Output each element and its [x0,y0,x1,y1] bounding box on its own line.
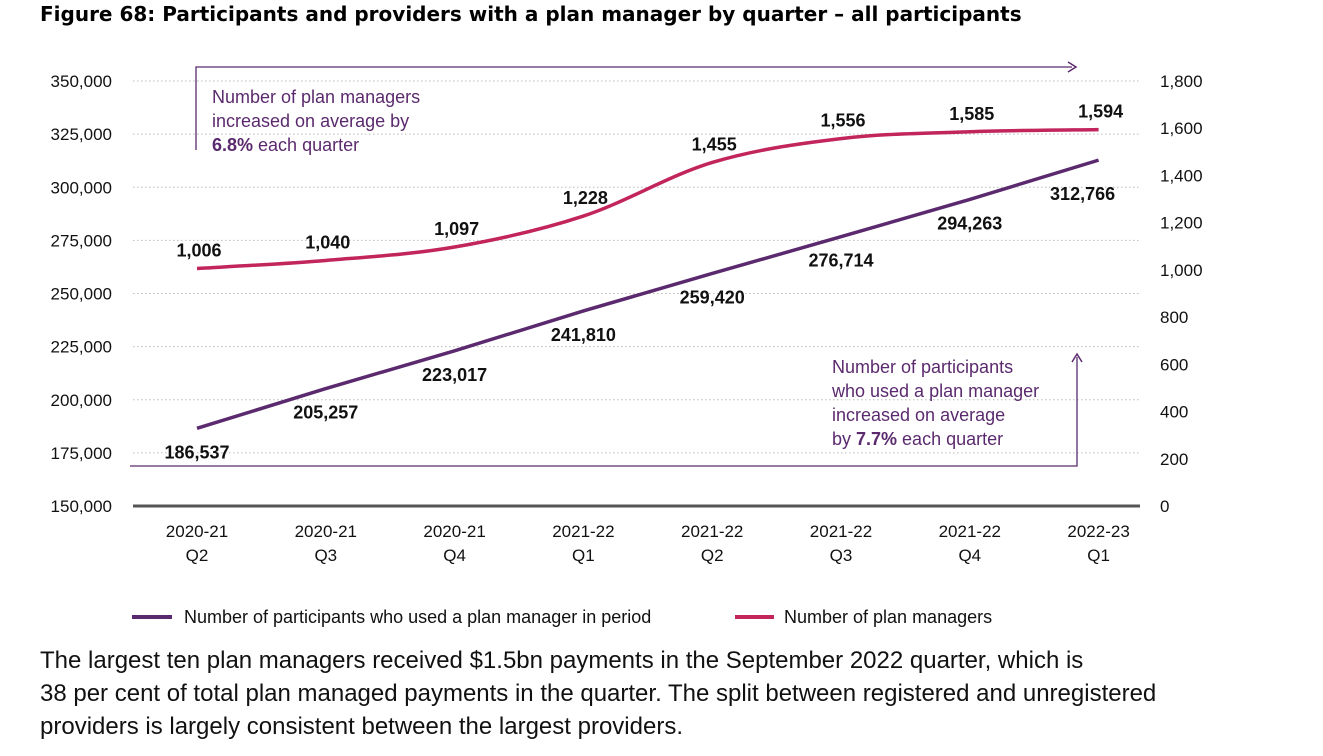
left-y-axis: 350,000 325,000 300,000 275,000 250,000 225,0… [51,72,112,516]
left-tick-label: 225,000 [51,338,112,357]
right-tick-label: 800 [1160,308,1188,327]
data-label-plan-managers: 1,455 [692,134,737,154]
series-line-plan-managers [196,127,1099,271]
legend: Number of participants who used a plan m… [132,607,992,627]
legend-label-participants: Number of participants who used a plan m… [184,607,651,627]
x-axis: 2020-21 Q2 2020-21 Q3 2020-21 Q4 2021-22 Q1 2021… [133,504,1140,565]
right-tick-label: 1,600 [1160,119,1203,138]
data-label-plan-managers: 1,594 [1078,102,1123,122]
data-label-participants: 205,257 [293,403,358,423]
x-tick-label: 2020-21 Q3 [295,522,357,565]
right-tick-label: 200 [1160,450,1188,469]
arrow-up-icon [1071,352,1083,363]
arrow-right-icon [1067,61,1078,73]
legend-label-plan-managers: Number of plan managers [784,607,992,627]
left-tick-label: 325,000 [51,125,112,144]
data-label-plan-managers: 1,097 [434,219,479,239]
right-tick-label: 600 [1160,355,1188,374]
left-tick-label: 275,000 [51,231,112,250]
data-label-plan-managers: 1,585 [949,104,994,124]
left-tick-label: 300,000 [51,178,112,197]
data-label-participants: 259,420 [680,287,745,307]
figure-title: Figure 68: Participants and providers wi… [40,2,1022,26]
data-label-participants: 276,714 [808,251,873,271]
annotation-bracket [130,357,1078,467]
left-tick-label: 350,000 [51,72,112,91]
line-chart: 350,000 325,000 300,000 275,000 250,000 225,0… [51,61,1203,627]
right-tick-label: 1,400 [1160,166,1203,185]
right-y-axis: 1,800 1,600 1,400 1,200 1,000 800 600 400 200 0 [1160,72,1203,516]
series [196,127,1100,431]
data-labels: 186,537 205,257 223,017 241,810 259,420 276,7… [164,102,1123,463]
annotations: Number of plan managers increased on aver… [130,61,1083,467]
right-tick-label: 1,000 [1160,261,1203,280]
x-tick-label: 2021-22 Q4 [939,522,1001,565]
left-tick-label: 250,000 [51,285,112,304]
data-label-plan-managers: 1,006 [176,240,221,260]
x-tick-label: 2020-21 Q4 [423,522,485,565]
data-label-participants: 241,810 [551,325,616,345]
body-line: 38 per cent of total plan managed paymen… [40,680,1157,707]
right-tick-label: 1,800 [1160,72,1203,91]
left-tick-label: 200,000 [51,391,112,410]
body-paragraph: The largest ten plan managers received $… [40,644,1320,743]
annotation-bracket [195,66,1072,150]
data-label-participants: 294,263 [937,213,1002,233]
left-tick-label: 175,000 [51,444,112,463]
annotation-text: Number of plan managers increased on aver… [212,87,420,155]
data-label-plan-managers: 1,040 [305,232,350,252]
data-label-participants: 223,017 [422,365,487,385]
data-label-participants: 186,537 [164,442,229,462]
data-label-participants: 312,766 [1050,184,1115,204]
body-line: providers is largely consistent between … [40,713,683,740]
series-line-participants [196,158,1100,431]
right-tick-label: 400 [1160,403,1188,422]
data-label-plan-managers: 1,228 [563,188,608,208]
data-label-plan-managers: 1,556 [820,111,865,131]
annotation-text: Number of participants who used a plan ma… [831,357,1039,449]
x-tick-label: 2021-22 Q1 [552,522,614,565]
right-tick-label: 0 [1160,497,1169,516]
x-tick-label: 2021-22 Q2 [681,522,743,565]
x-tick-label: 2021-22 Q3 [810,522,872,565]
left-tick-label: 150,000 [51,497,112,516]
body-line: The largest ten plan managers received $… [40,647,1084,674]
x-tick-label: 2022-23 Q1 [1067,522,1129,565]
right-tick-label: 1,200 [1160,214,1203,233]
x-tick-label: 2020-21 Q2 [166,522,228,565]
